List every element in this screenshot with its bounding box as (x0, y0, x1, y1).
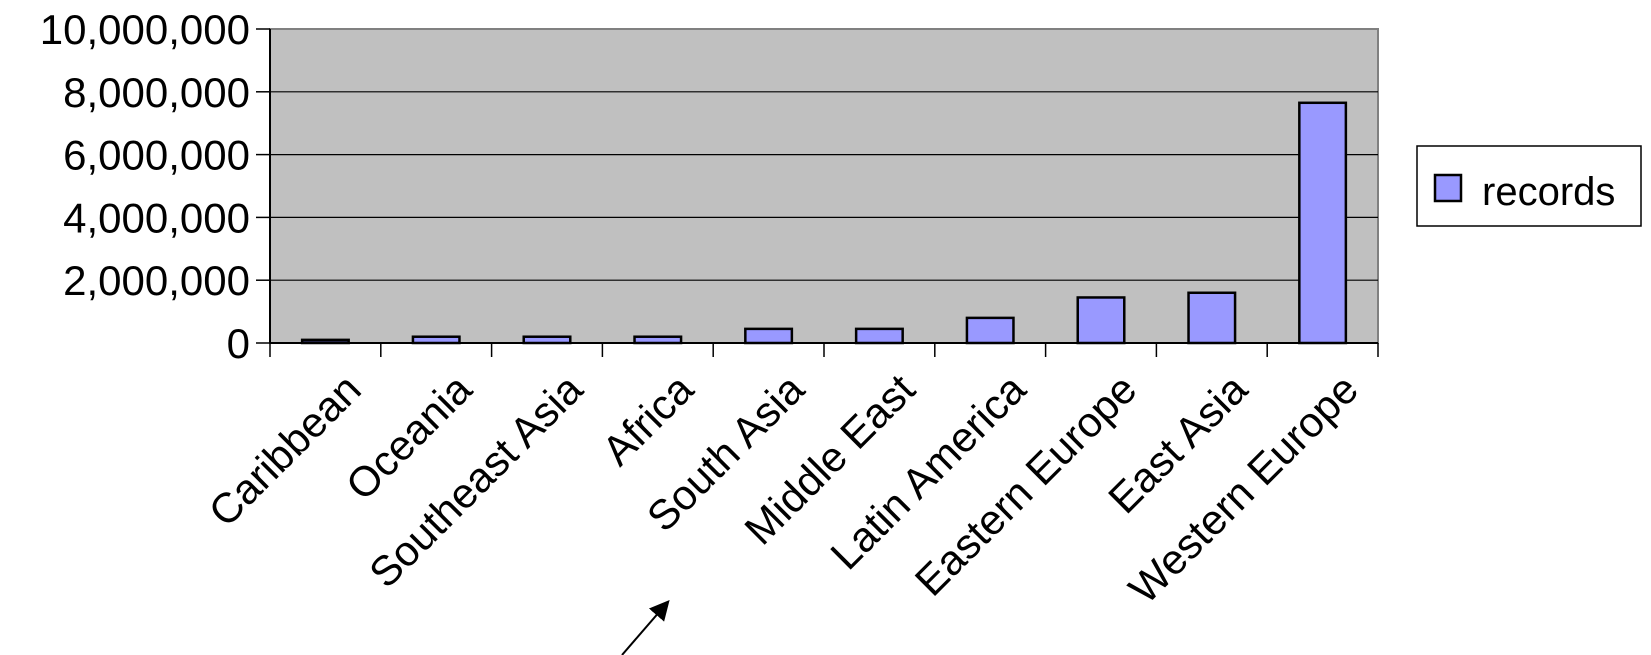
y-tick-label: 8,000,000 (63, 69, 250, 116)
annotation-arrow (621, 599, 670, 655)
y-axis-ticks: 0 2,000,000 4,000,000 6,000,000 8,000,000 10,… (40, 6, 270, 367)
bar-middle-east (854, 327, 904, 345)
x-tick-label: Latin America (821, 365, 1035, 579)
x-axis-ticks (269, 343, 1379, 357)
gridlines (270, 91, 1378, 281)
bar-east-asia (1187, 291, 1237, 345)
legend-label: records (1482, 170, 1615, 214)
x-tick-label: Caribbean (199, 365, 369, 535)
bar-western-europe (1298, 101, 1348, 345)
y-tick-label: 0 (227, 320, 250, 367)
y-tick-label: 6,000,000 (63, 132, 250, 179)
bar-latin-america (965, 316, 1015, 345)
legend-swatch (1433, 173, 1463, 203)
y-tick-label: 10,000,000 (40, 6, 250, 53)
bar-eastern-europe (1076, 296, 1126, 345)
plot-area (269, 28, 1379, 344)
legend: records (1416, 145, 1642, 227)
bar-south-asia (744, 327, 794, 345)
y-tick-label: 4,000,000 (63, 194, 250, 241)
y-tick-label: 2,000,000 (63, 257, 250, 304)
